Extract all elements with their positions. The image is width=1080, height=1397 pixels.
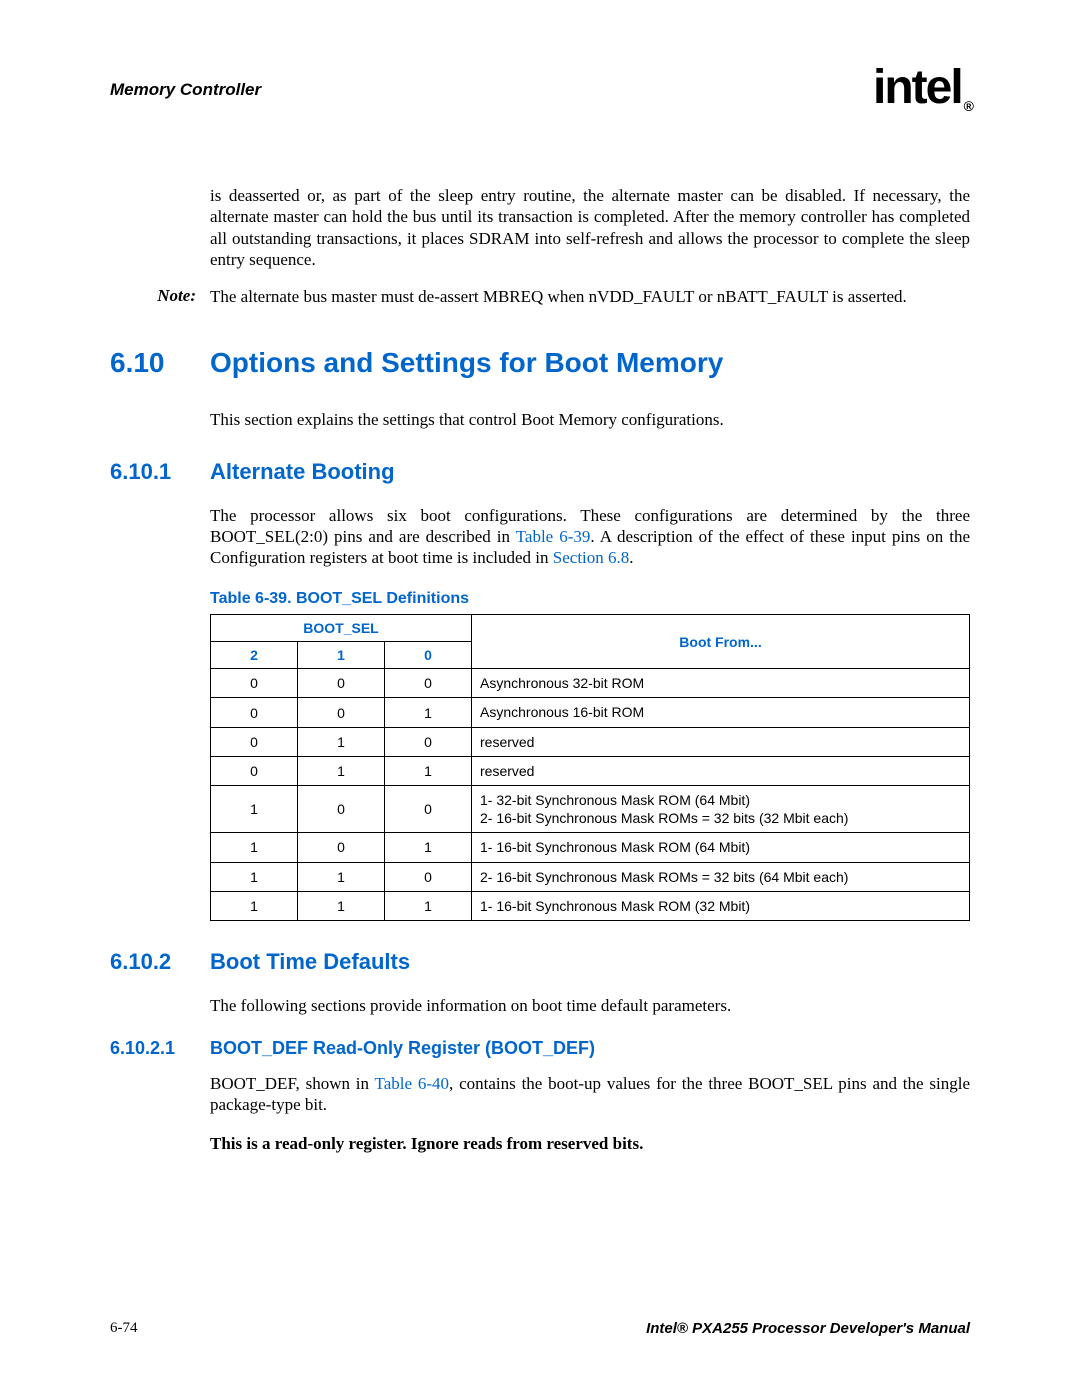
desc-line: reserved <box>480 762 961 780</box>
section-ref-link[interactable]: Section 6.8 <box>553 548 630 567</box>
table-caption: Table 6-39. BOOT_SEL Definitions <box>210 590 970 608</box>
table-cell: 0 <box>385 727 472 756</box>
heading-text: Alternate Booting <box>210 459 395 485</box>
desc-line: 1- 32-bit Synchronous Mask ROM (64 Mbit) <box>480 791 961 809</box>
note-text: The alternate bus master must de-assert … <box>210 286 970 307</box>
table-cell-desc: 1- 16-bit Synchronous Mask ROM (32 Mbit) <box>472 891 970 920</box>
readonly-warning: This is a read-only register. Ignore rea… <box>210 1134 970 1154</box>
desc-line: 1- 16-bit Synchronous Mask ROM (32 Mbit) <box>480 897 961 915</box>
intro-paragraph: is deasserted or, as part of the sleep e… <box>210 185 970 270</box>
col-subheader: 0 <box>385 642 472 669</box>
col-header-bootsel: BOOT_SEL <box>211 615 472 642</box>
heading-6-10-1: 6.10.1 Alternate Booting <box>110 459 970 485</box>
table-row: 011reserved <box>211 756 970 785</box>
table-cell: 0 <box>298 786 385 833</box>
table-row: 1001- 32-bit Synchronous Mask ROM (64 Mb… <box>211 786 970 833</box>
col-subheader: 2 <box>211 642 298 669</box>
table-cell: 0 <box>298 698 385 727</box>
table-cell: 0 <box>298 833 385 862</box>
heading-number: 6.10.2 <box>110 949 210 975</box>
section-6-10-2-para: The following sections provide informati… <box>210 995 970 1016</box>
intel-logo: intel® <box>873 60 970 115</box>
table-cell: 0 <box>211 756 298 785</box>
page-number: 6-74 <box>110 1320 138 1337</box>
note-label: Note: <box>136 286 210 307</box>
table-row: 101 1- 16-bit Synchronous Mask ROM (64 Mb… <box>211 833 970 862</box>
table-cell-desc: 2- 16-bit Synchronous Mask ROMs = 32 bit… <box>472 862 970 891</box>
desc-line: 2- 16-bit Synchronous Mask ROMs = 32 bit… <box>480 868 961 886</box>
table-cell: 0 <box>385 669 472 698</box>
desc-line: Asynchronous 32-bit ROM <box>480 674 961 692</box>
col-header-bootfrom: Boot From... <box>472 615 970 669</box>
desc-line: 2- 16-bit Synchronous Mask ROMs = 32 bit… <box>480 809 961 827</box>
desc-line: 1- 16-bit Synchronous Mask ROM (64 Mbit) <box>480 838 961 856</box>
col-subheader: 1 <box>298 642 385 669</box>
page-header: Memory Controller intel® <box>110 80 970 135</box>
heading-number: 6.10.2.1 <box>110 1038 210 1059</box>
table-cell: 0 <box>211 669 298 698</box>
table-cell: 1 <box>385 698 472 727</box>
table-row: 1111- 16-bit Synchronous Mask ROM (32 Mb… <box>211 891 970 920</box>
table-cell: 0 <box>385 862 472 891</box>
table-header-row: BOOT_SEL Boot From... <box>211 615 970 642</box>
heading-text: BOOT_DEF Read-Only Register (BOOT_DEF) <box>210 1038 595 1059</box>
section-6-10-2-1-para: BOOT_DEF, shown in Table 6-40, contains … <box>210 1073 970 1116</box>
table-cell: 1 <box>385 891 472 920</box>
table-row: 1102- 16-bit Synchronous Mask ROMs = 32 … <box>211 862 970 891</box>
heading-6-10-2: 6.10.2 Boot Time Defaults <box>110 949 970 975</box>
heading-text: Options and Settings for Boot Memory <box>210 347 723 379</box>
page: Memory Controller intel® is deasserted o… <box>0 0 1080 1397</box>
table-cell-desc: 1- 32-bit Synchronous Mask ROM (64 Mbit)… <box>472 786 970 833</box>
table-cell: 0 <box>298 669 385 698</box>
table-cell: 0 <box>211 727 298 756</box>
table-cell-desc: 1- 16-bit Synchronous Mask ROM (64 Mbit) <box>472 833 970 862</box>
table-cell-desc: reserved <box>472 727 970 756</box>
page-footer: 6-74 Intel® PXA255 Processor Developer's… <box>110 1320 970 1337</box>
table-ref-link[interactable]: Table 6-40 <box>375 1074 450 1093</box>
table-row: 010 reserved <box>211 727 970 756</box>
table-cell: 1 <box>298 862 385 891</box>
table-cell: 1 <box>211 786 298 833</box>
manual-title: Intel® PXA255 Processor Developer's Manu… <box>646 1320 970 1337</box>
note-block: Note: The alternate bus master must de-a… <box>110 286 970 307</box>
heading-6-10: 6.10 Options and Settings for Boot Memor… <box>110 347 970 379</box>
heading-number: 6.10 <box>110 347 210 379</box>
boot-sel-table: BOOT_SEL Boot From... 2 1 0 000Asynchron… <box>210 614 970 921</box>
table-cell-desc: Asynchronous 16-bit ROM <box>472 698 970 727</box>
heading-6-10-2-1: 6.10.2.1 BOOT_DEF Read-Only Register (BO… <box>110 1038 970 1059</box>
heading-text: Boot Time Defaults <box>210 949 410 975</box>
table-cell: 1 <box>385 756 472 785</box>
section-6-10-1-para: The processor allows six boot configurat… <box>210 505 970 569</box>
table-cell: 0 <box>385 786 472 833</box>
table-cell: 1 <box>298 756 385 785</box>
para-text: BOOT_DEF, shown in <box>210 1074 375 1093</box>
heading-number: 6.10.1 <box>110 459 210 485</box>
para-text: . <box>629 548 633 567</box>
desc-line: Asynchronous 16-bit ROM <box>480 703 961 721</box>
table-cell: 1 <box>211 891 298 920</box>
section-6-10-para: This section explains the settings that … <box>210 409 970 430</box>
table-cell: 1 <box>298 727 385 756</box>
table-cell: 0 <box>211 698 298 727</box>
table-row: 001Asynchronous 16-bit ROM <box>211 698 970 727</box>
table-cell: 1 <box>298 891 385 920</box>
table-ref-link[interactable]: Table 6-39 <box>516 527 591 546</box>
table-cell: 1 <box>385 833 472 862</box>
logo-text: intel <box>873 61 962 114</box>
table-cell: 1 <box>211 833 298 862</box>
table-cell-desc: Asynchronous 32-bit ROM <box>472 669 970 698</box>
desc-line: reserved <box>480 733 961 751</box>
table-cell: 1 <box>211 862 298 891</box>
table-row: 000Asynchronous 32-bit ROM <box>211 669 970 698</box>
logo-registered: ® <box>964 98 972 114</box>
chapter-title: Memory Controller <box>110 80 261 100</box>
table-cell-desc: reserved <box>472 756 970 785</box>
